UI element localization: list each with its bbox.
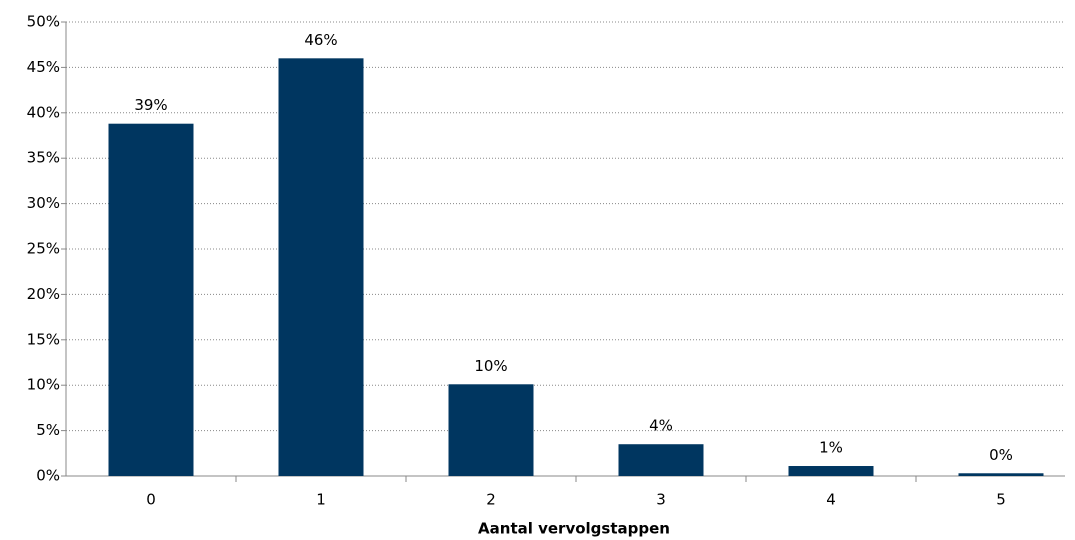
- y-tick-label: 0%: [36, 467, 60, 485]
- bar: [618, 444, 704, 476]
- y-tick-label: 25%: [27, 240, 60, 258]
- y-tick-label: 10%: [27, 376, 60, 394]
- y-tick-label: 20%: [27, 285, 60, 303]
- y-tick-label: 30%: [27, 194, 60, 212]
- x-tick-label: 3: [656, 491, 666, 509]
- bar: [278, 58, 364, 476]
- x-tick-label: 4: [826, 491, 836, 509]
- value-label: 39%: [134, 96, 167, 114]
- y-tick-label: 15%: [27, 330, 60, 348]
- y-tick-label: 5%: [36, 421, 60, 439]
- value-label: 0%: [989, 446, 1013, 464]
- value-label: 4%: [649, 417, 673, 435]
- bar: [788, 466, 874, 476]
- value-label: 1%: [819, 439, 843, 457]
- x-tick-label: 5: [996, 491, 1006, 509]
- bar: [958, 473, 1044, 476]
- bar: [108, 123, 194, 477]
- x-tick-label: 2: [486, 491, 496, 509]
- y-tick-label: 50%: [27, 13, 60, 31]
- bar: [448, 384, 534, 476]
- x-tick-label: 1: [316, 491, 326, 509]
- y-tick-label: 45%: [27, 58, 60, 76]
- x-tick-label: 0: [146, 491, 156, 509]
- y-tick-label: 35%: [27, 149, 60, 167]
- value-label: 10%: [474, 357, 507, 375]
- x-axis-label: Aantal vervolgstappen: [478, 520, 670, 538]
- y-tick-label: 40%: [27, 103, 60, 121]
- value-label: 46%: [304, 31, 337, 49]
